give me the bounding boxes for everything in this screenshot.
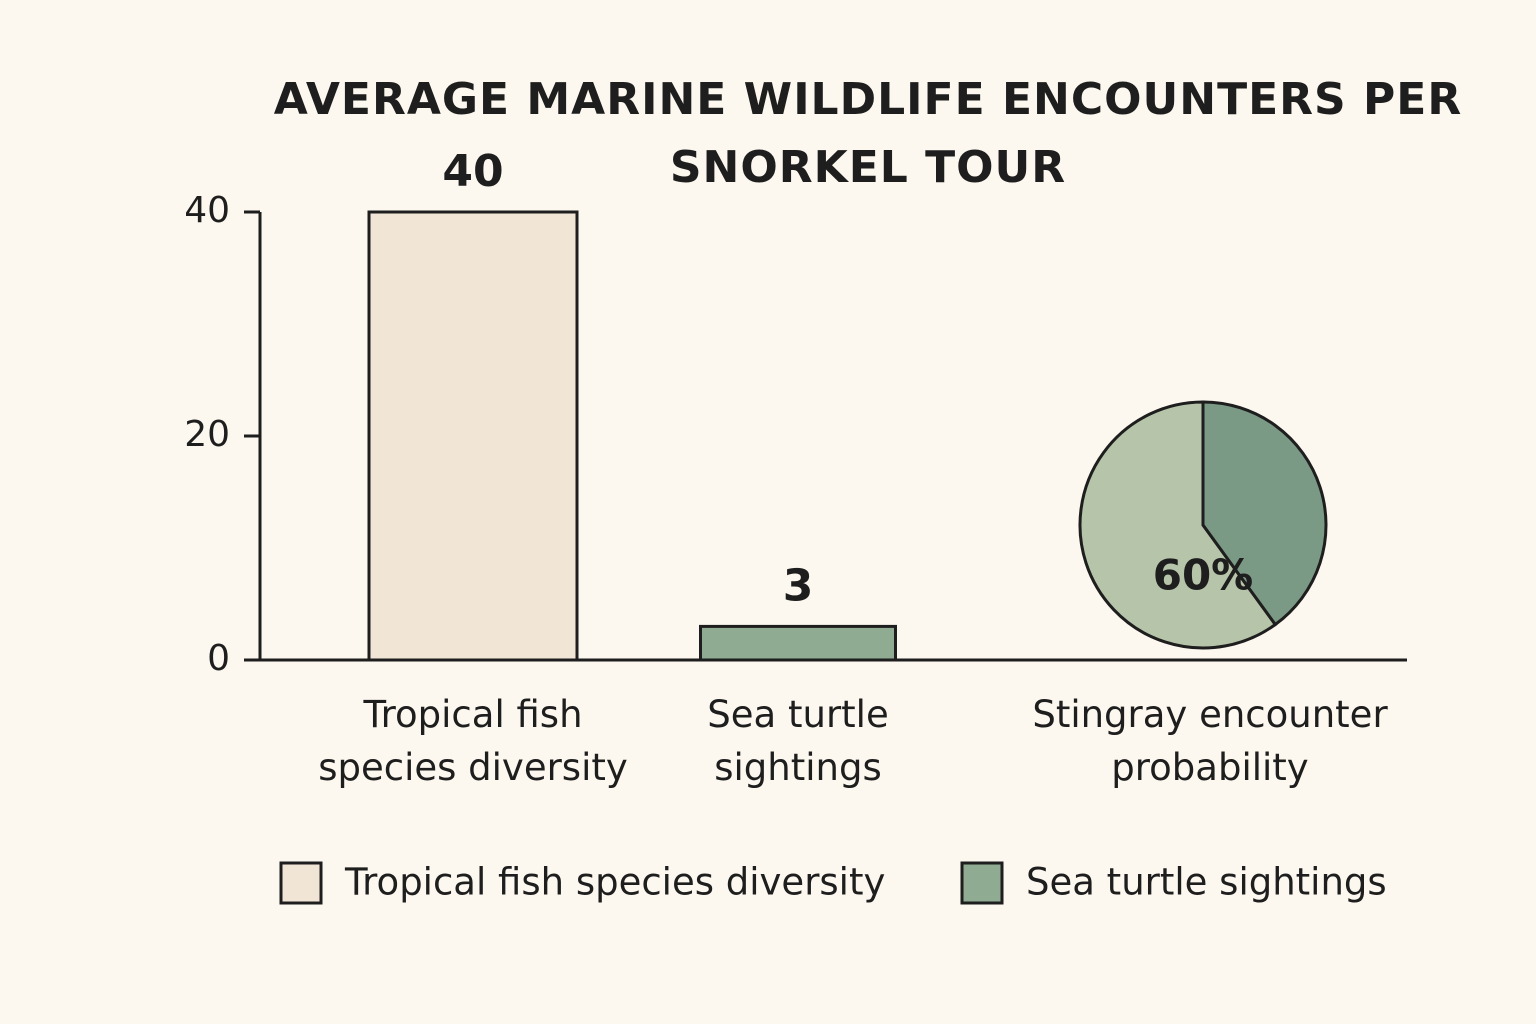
value-label: 3: [783, 560, 814, 611]
legend-swatch: [960, 861, 1004, 905]
bar: [367, 210, 579, 662]
x-tick-label: Tropical fish species diversity: [318, 693, 628, 789]
bar: [699, 624, 897, 662]
legend-label: Tropical fish species diversity: [344, 861, 885, 904]
chart-title: AVERAGE MARINE WILDLIFE ENCOUNTERS PER S…: [273, 74, 1463, 193]
x-tick-label: Sea turtle sightings: [707, 693, 889, 789]
y-tick-label: 20: [184, 414, 230, 455]
x-tick-label: Stingray encounter probability: [1032, 693, 1388, 789]
legend-swatch: [279, 861, 323, 905]
pie-slice-remainder: [1201, 400, 1328, 627]
value-label: 40: [442, 146, 503, 197]
y-tick-label: 40: [184, 190, 230, 231]
pie-slice: [1078, 400, 1278, 650]
pie-label: 60%: [1153, 551, 1254, 600]
y-tick-label: 0: [207, 638, 230, 679]
legend-label: Sea turtle sightings: [1026, 861, 1387, 904]
